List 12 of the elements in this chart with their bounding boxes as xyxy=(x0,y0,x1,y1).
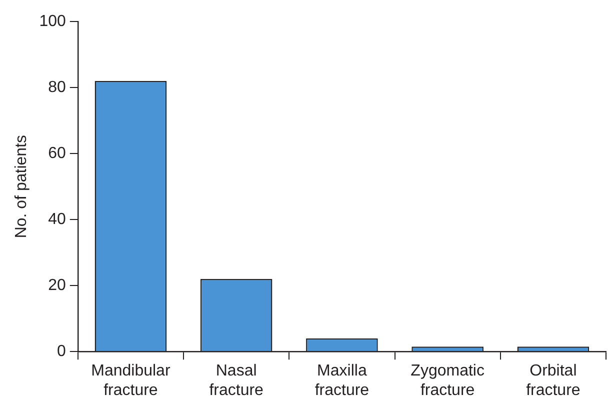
x-tick-label: Orbital fracture xyxy=(526,362,580,399)
y-tick-label: 80 xyxy=(48,79,66,96)
y-tick-label: 40 xyxy=(48,211,66,228)
y-axis-title: No. of patients xyxy=(13,135,30,238)
x-tick-label: Mandibular fracture xyxy=(91,362,171,399)
y-tick-label: 0 xyxy=(56,343,66,360)
y-tick-label: 100 xyxy=(39,13,66,30)
x-tick-label: Nasal fracture xyxy=(209,362,264,399)
y-tick-label: 60 xyxy=(48,145,66,162)
y-tick-label: 20 xyxy=(48,277,66,294)
x-tick-label: Maxilla fracture xyxy=(314,362,370,399)
x-tick-label: Zygomatic fracture xyxy=(410,362,484,399)
